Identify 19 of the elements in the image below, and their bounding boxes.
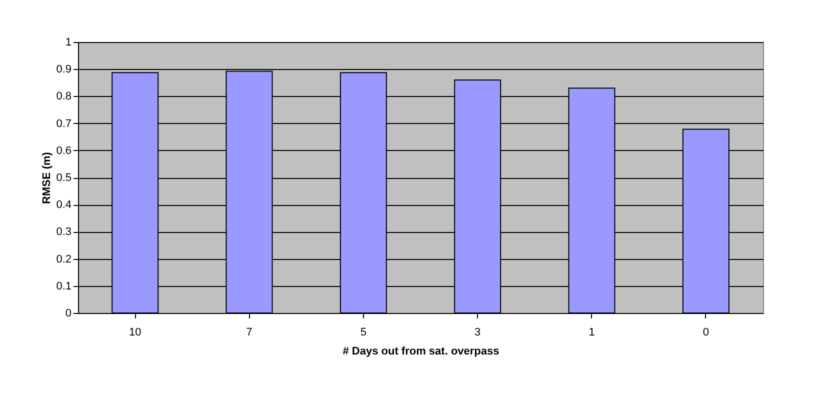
- y-tick-label: 0.4: [56, 199, 72, 212]
- x-tick-label: 3: [474, 326, 481, 338]
- y-tick-label: 0.5: [56, 172, 72, 184]
- y-axis-title: RMSE (m): [41, 152, 54, 204]
- y-tick-label: 0.6: [56, 144, 72, 157]
- x-tick-label: 7: [246, 326, 252, 338]
- y-tick-label: 0.2: [56, 253, 72, 266]
- y-tick-label: 0.9: [56, 64, 72, 76]
- x-tick-label: 0: [702, 326, 709, 338]
- y-tick-label: 0.7: [56, 118, 72, 130]
- x-tick-label: 10: [128, 326, 142, 338]
- y-tick-label: 0.8: [56, 90, 72, 103]
- y-tick-label: 1: [65, 36, 72, 48]
- y-tick-label: 0: [65, 308, 72, 320]
- x-tick-label: 1: [588, 326, 595, 338]
- x-axis-title: # Days out from sat. overpass: [342, 346, 500, 358]
- x-tick-label: 5: [360, 326, 366, 338]
- y-tick-label: 0.3: [56, 226, 72, 238]
- y-tick-label: 0.1: [56, 280, 72, 292]
